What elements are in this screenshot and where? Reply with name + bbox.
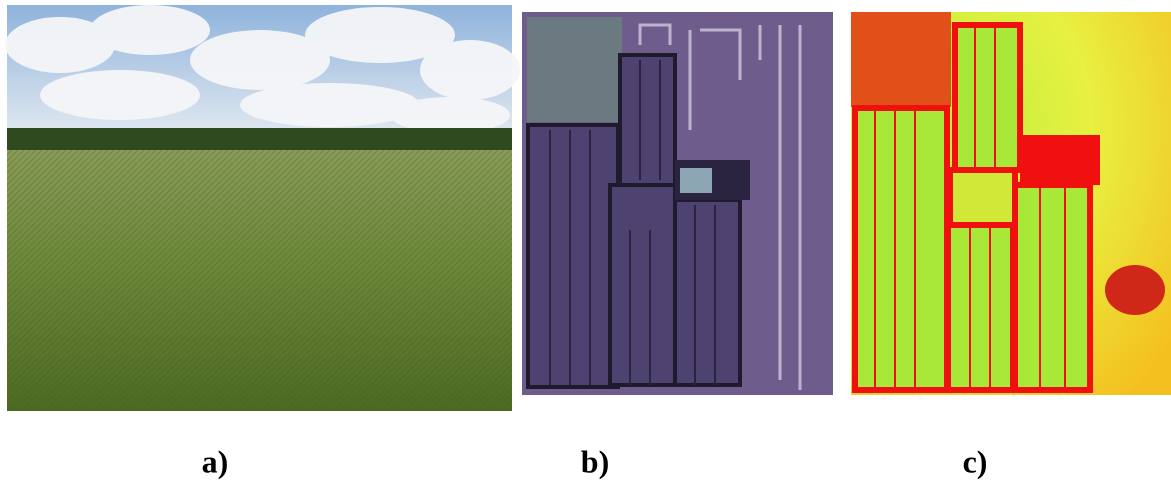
panel-label: a): [202, 443, 229, 479]
photo-field: [5, 5, 520, 411]
index-map: [851, 12, 1171, 395]
aerial-image: [522, 12, 833, 395]
panel-label: b): [581, 443, 609, 479]
figure: a) b) c): [0, 0, 1171, 485]
panel-label: c): [963, 443, 988, 479]
